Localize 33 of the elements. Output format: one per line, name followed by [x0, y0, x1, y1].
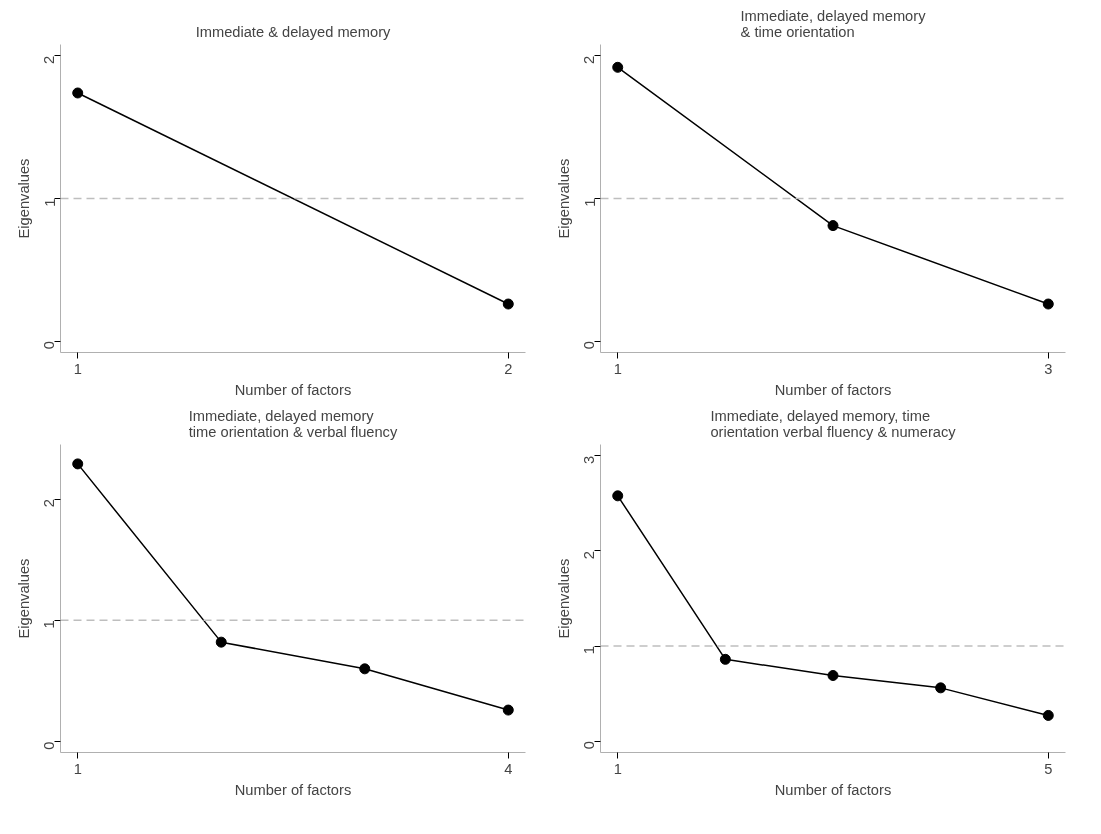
- chart-title: Immediate, delayed memory & time orientation: [740, 7, 927, 40]
- x-axis-title: Number of factors: [234, 381, 352, 398]
- x-tick-label: 1: [73, 760, 82, 777]
- y-tick-label: 1: [581, 646, 598, 655]
- chart-title: Immediate, delayed memory, time orientation verbal fluency & numeracy: [710, 407, 957, 440]
- x-axis-title: Number of factors: [774, 381, 892, 398]
- x-tick-label: 5: [1044, 760, 1053, 777]
- y-tick-label: 0: [41, 341, 58, 350]
- x-tick-label: 2: [504, 360, 513, 377]
- y-tick-label: 1: [581, 198, 598, 207]
- y-axis-title: Eigenvalues: [555, 158, 572, 239]
- y-axis-title: Eigenvalues: [15, 558, 32, 639]
- y-tick-label: 1: [41, 620, 58, 629]
- y-tick-label: 0: [581, 741, 598, 750]
- x-axis-title: Number of factors: [774, 781, 892, 798]
- chart-title: Immediate & delayed memory: [195, 23, 392, 40]
- y-tick-label: 2: [41, 499, 58, 508]
- x-tick-label: 1: [73, 360, 82, 377]
- y-tick-label: 0: [581, 341, 598, 350]
- y-tick-label: 2: [581, 55, 598, 65]
- x-tick-label: 1: [613, 360, 622, 377]
- y-tick-label: 1: [41, 198, 58, 207]
- y-tick-label: 2: [41, 55, 58, 65]
- chart-title: Immediate, delayed memory time orientation & verbal fluency: [188, 407, 398, 440]
- x-tick-label: 4: [504, 760, 513, 777]
- y-axis-title: Eigenvalues: [15, 158, 32, 239]
- y-tick-label: 2: [581, 550, 598, 560]
- y-tick-label: 3: [581, 455, 598, 465]
- x-tick-label: 1: [613, 760, 622, 777]
- y-tick-label: 0: [41, 741, 58, 750]
- x-axis-title: Number of factors: [234, 781, 352, 798]
- y-axis-title: Eigenvalues: [555, 558, 572, 639]
- x-tick-label: 3: [1044, 360, 1053, 377]
